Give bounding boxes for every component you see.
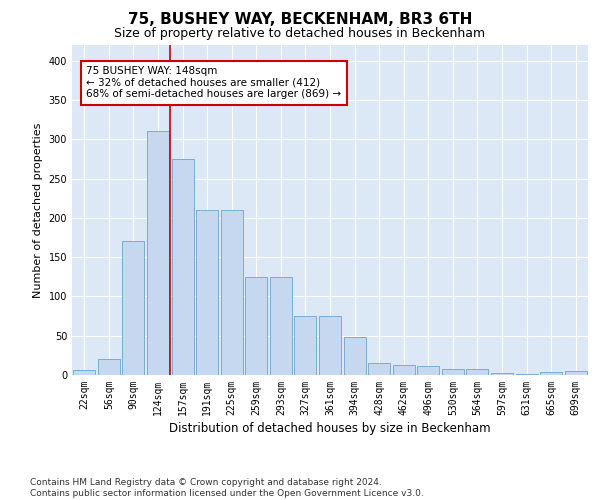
Bar bbox=[98, 360, 120, 375]
Bar bbox=[491, 372, 513, 375]
X-axis label: Distribution of detached houses by size in Beckenham: Distribution of detached houses by size … bbox=[169, 422, 491, 435]
Bar bbox=[172, 159, 194, 375]
Bar bbox=[147, 132, 169, 375]
Y-axis label: Number of detached properties: Number of detached properties bbox=[33, 122, 43, 298]
Bar bbox=[392, 365, 415, 375]
Bar bbox=[442, 368, 464, 375]
Bar bbox=[319, 316, 341, 375]
Bar bbox=[565, 371, 587, 375]
Text: 75, BUSHEY WAY, BECKENHAM, BR3 6TH: 75, BUSHEY WAY, BECKENHAM, BR3 6TH bbox=[128, 12, 472, 28]
Bar bbox=[368, 363, 390, 375]
Bar bbox=[466, 368, 488, 375]
Text: 75 BUSHEY WAY: 148sqm
← 32% of detached houses are smaller (412)
68% of semi-det: 75 BUSHEY WAY: 148sqm ← 32% of detached … bbox=[86, 66, 341, 100]
Bar bbox=[515, 374, 538, 375]
Bar bbox=[245, 277, 268, 375]
Bar bbox=[122, 242, 145, 375]
Bar bbox=[221, 210, 243, 375]
Text: Size of property relative to detached houses in Beckenham: Size of property relative to detached ho… bbox=[115, 28, 485, 40]
Bar bbox=[73, 370, 95, 375]
Bar bbox=[196, 210, 218, 375]
Text: Contains HM Land Registry data © Crown copyright and database right 2024.
Contai: Contains HM Land Registry data © Crown c… bbox=[30, 478, 424, 498]
Bar bbox=[270, 277, 292, 375]
Bar bbox=[540, 372, 562, 375]
Bar bbox=[417, 366, 439, 375]
Bar bbox=[295, 316, 316, 375]
Bar bbox=[344, 338, 365, 375]
